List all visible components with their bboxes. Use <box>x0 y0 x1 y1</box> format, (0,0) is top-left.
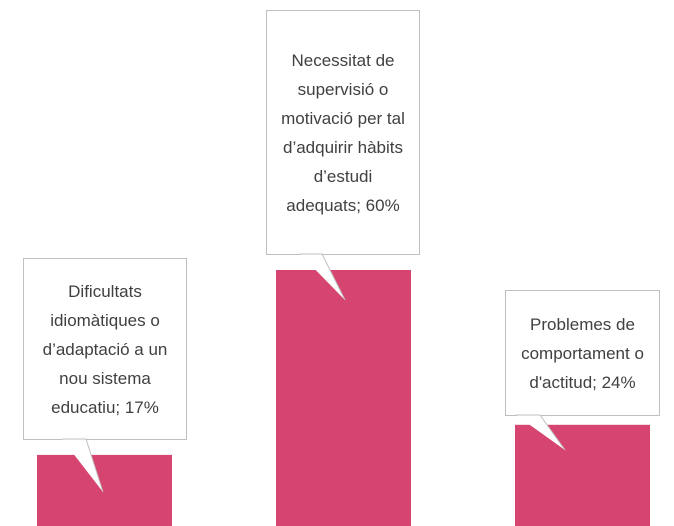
callout-tail <box>516 414 566 451</box>
bar <box>515 424 650 526</box>
bar <box>37 454 172 526</box>
data-label: Problemes de comportament o d'actitud; 2… <box>505 290 660 416</box>
callout-tail <box>300 253 346 301</box>
data-label: Dificultats idiomàtiques o d’adaptació a… <box>23 258 187 440</box>
data-label: Necessitat de supervisió o motivació per… <box>266 10 420 255</box>
callout-tail <box>62 438 104 493</box>
bar <box>276 270 411 526</box>
